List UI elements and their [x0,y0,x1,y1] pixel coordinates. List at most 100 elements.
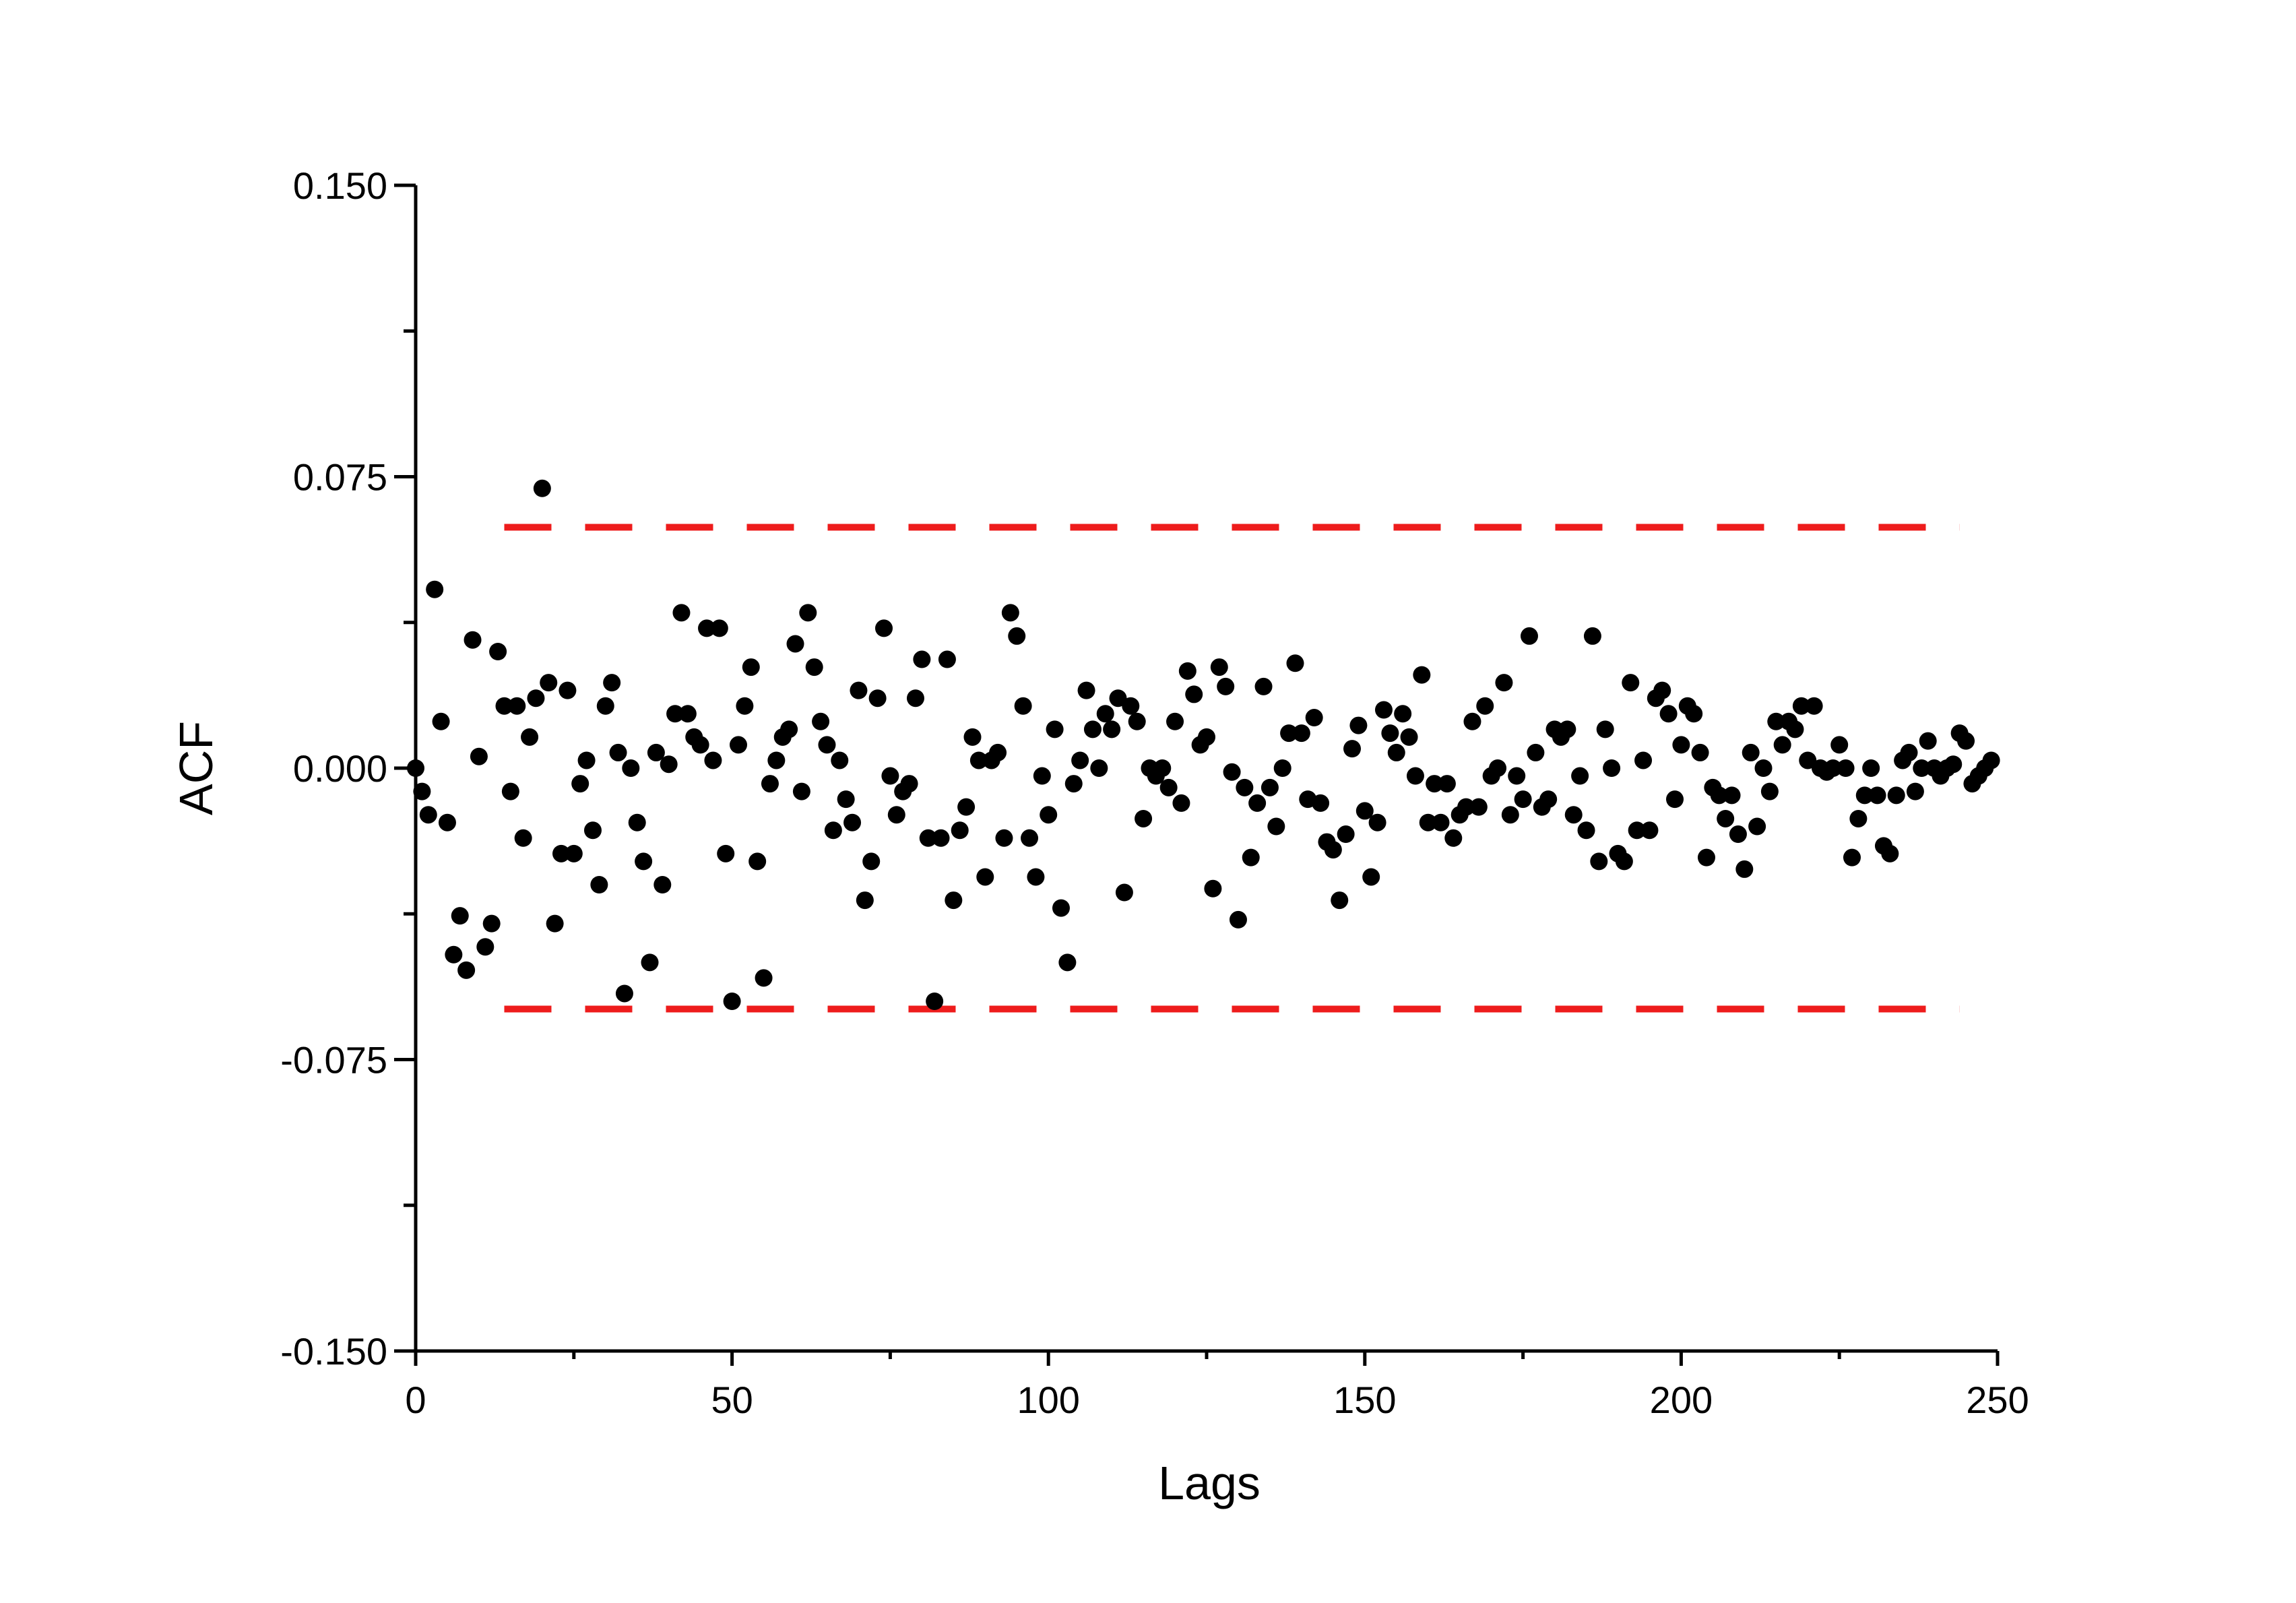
data-point [1476,697,1494,715]
data-point [1754,759,1773,777]
data-point [1135,809,1153,827]
data-point [1185,685,1203,703]
data-point [1583,627,1601,645]
data-point [1096,705,1114,723]
data-point [1590,852,1608,871]
data-point [590,876,608,893]
data-point [1862,759,1880,777]
data-point [457,961,476,979]
data-point [691,736,709,754]
data-point [552,844,571,862]
y-tick-label: 0.150 [293,164,387,207]
data-point [1122,697,1140,715]
x-tick-label: 200 [1650,1379,1713,1421]
data-point [1640,821,1659,840]
data-point [603,674,621,692]
data-point [1855,786,1874,805]
data-point [451,907,469,925]
data-point [1046,720,1064,738]
data-point [1558,720,1576,738]
data-point [1463,712,1481,730]
data-point [1501,806,1519,824]
data-point [1115,883,1133,902]
data-point [577,751,596,769]
data-point [1717,809,1735,827]
data-point [900,775,918,793]
data-point [521,728,539,746]
data-point [1514,790,1532,809]
data-point [1520,627,1538,645]
data-point [761,775,779,793]
data-point [1362,868,1380,886]
y-axis-ticks: -0.150 -0.075 0.000 0.075 0.150 [280,164,416,1373]
data-point [1406,767,1424,785]
data-point [1027,868,1045,886]
data-point [540,674,558,692]
data-point [641,953,659,972]
data-point [1210,658,1228,677]
data-point [508,697,526,715]
data-point [1786,720,1804,738]
data-point [615,984,633,1003]
data-point [1659,705,1678,723]
data-point [1419,813,1437,831]
data-point [1204,879,1222,898]
data-point [742,658,760,677]
data-point [1843,848,1861,867]
data-point [1913,759,1931,777]
data-point [805,658,823,677]
data-point [1615,852,1633,871]
data-point [653,876,672,893]
data-point [1697,848,1715,867]
data-point [495,697,513,715]
data-point [748,852,767,871]
data-point [717,844,735,862]
data-point [1527,743,1545,761]
data-point [919,829,937,847]
data-point [818,736,836,754]
data-point [1090,759,1108,777]
data-point [1343,740,1362,758]
data-point [850,681,868,699]
data-point [1381,724,1399,743]
data-point [1792,697,1810,715]
data-point [1254,677,1273,695]
data-point [1280,724,1298,743]
data-point [1710,786,1728,805]
confidence-bounds [504,524,1960,1013]
data-point [533,479,551,497]
data-point [672,604,691,622]
data-point [1242,848,1260,867]
data-point [1723,786,1741,805]
data-point [1198,728,1215,746]
data-point [482,914,501,933]
data-point [1400,728,1418,746]
data-point [1742,743,1760,761]
data-point [1881,844,1899,862]
data-point [1495,674,1513,692]
data-point [755,969,773,987]
data-point [1508,767,1526,785]
data-point [1374,701,1393,719]
data-point [969,751,988,769]
data-point [831,751,849,769]
data-point [666,705,684,723]
data-point [1868,786,1886,805]
data-point [1824,759,1842,777]
data-point [963,728,982,746]
data-point [780,720,798,738]
data-point [1729,825,1747,844]
data-point [1001,604,1019,622]
y-tick-label: -0.075 [280,1039,387,1081]
data-point [432,712,450,730]
data-point [1653,681,1671,699]
data-point [881,767,899,785]
data-point [1368,813,1386,831]
data-point [868,689,887,708]
data-point [792,782,810,800]
data-point [1021,829,1039,847]
data-point [476,938,495,956]
data-point [426,580,444,598]
data-point [1387,743,1405,761]
data-point [678,705,697,723]
